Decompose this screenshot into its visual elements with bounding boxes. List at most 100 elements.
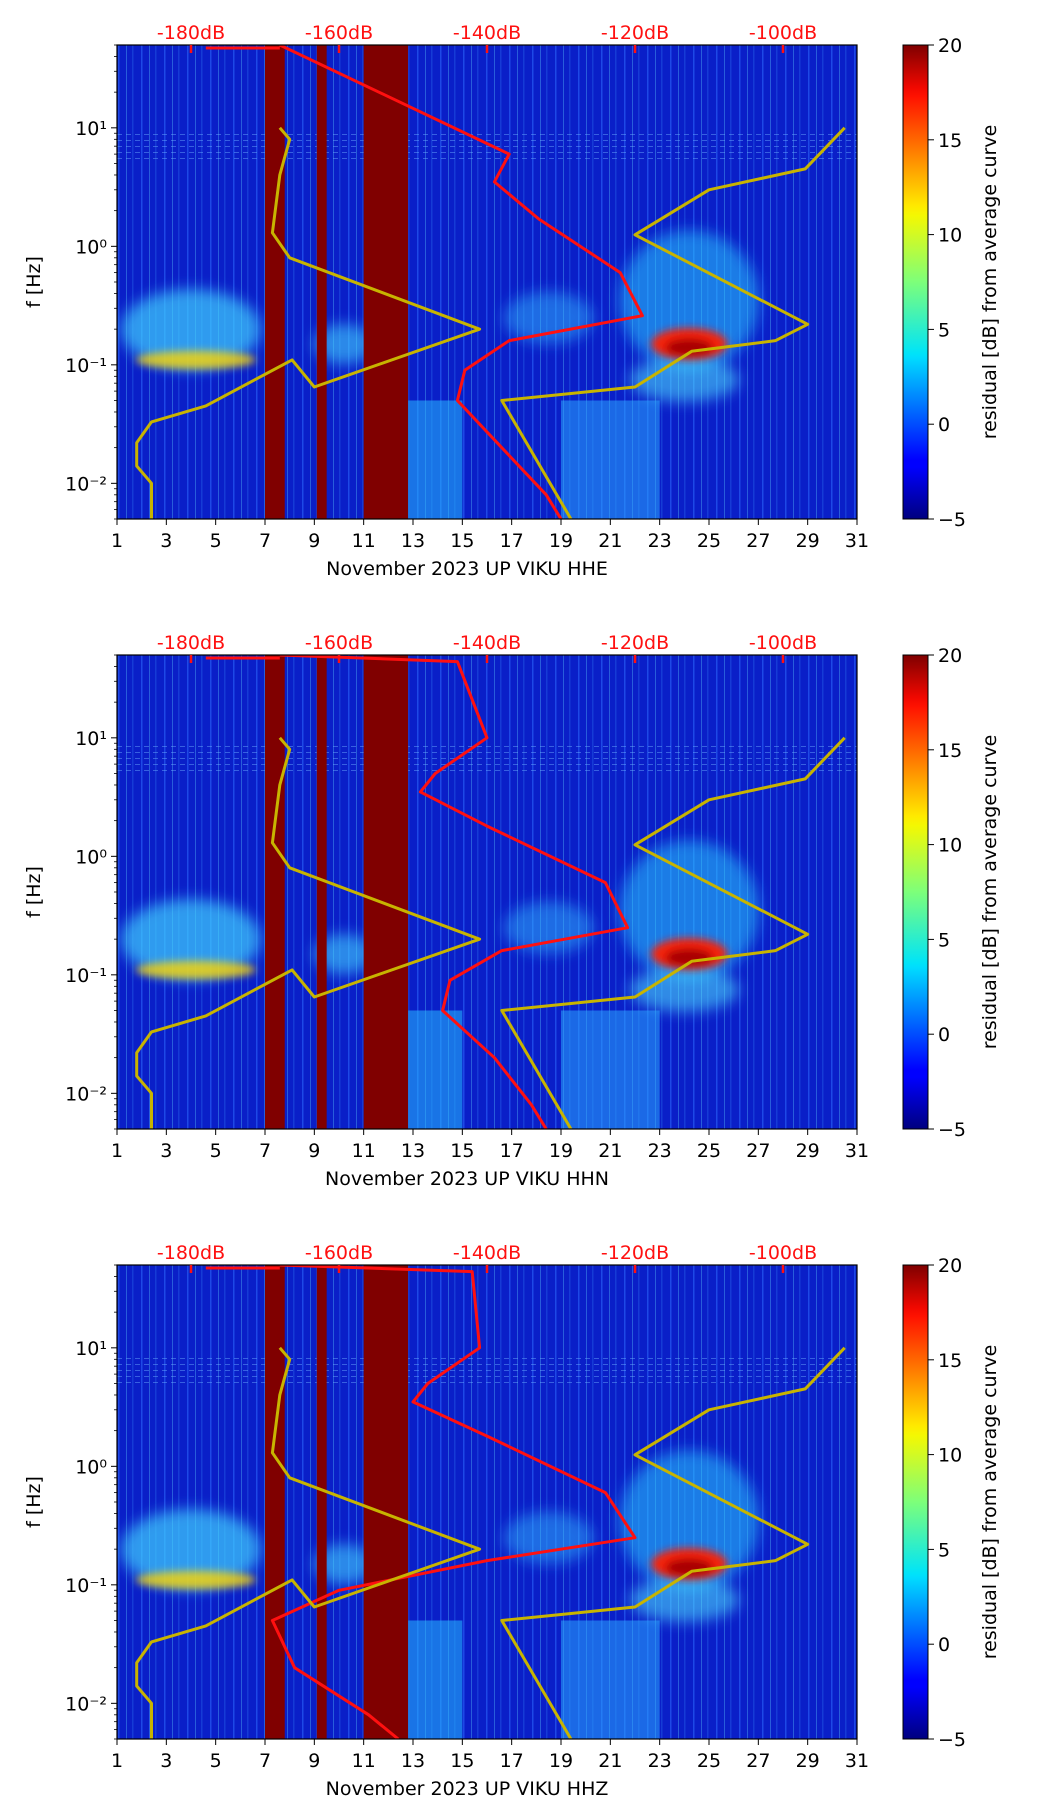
top-axis-label: -160dB xyxy=(305,22,373,44)
hot-band-early xyxy=(135,1570,256,1589)
x-tick-label: 9 xyxy=(308,1750,320,1772)
masked-band xyxy=(265,655,285,1129)
x-tick-label: 11 xyxy=(352,1750,376,1772)
x-tick-label: 19 xyxy=(549,1140,573,1162)
x-tick-label: 15 xyxy=(450,530,474,552)
top-axis-label: -120dB xyxy=(601,632,669,654)
masked-band xyxy=(265,45,285,519)
average-curve-line xyxy=(270,1265,637,1739)
x-tick-label: 5 xyxy=(210,1750,222,1772)
colorbar-label: residual [dB] from average curve xyxy=(979,1345,1001,1660)
microseism-glow xyxy=(121,230,760,402)
lowfreq-noise xyxy=(408,1010,660,1129)
top-axis-label: -100dB xyxy=(749,22,817,44)
x-tick-label: 31 xyxy=(845,1140,869,1162)
y-axis-label: f [Hz] xyxy=(23,866,45,918)
y-tick-label: 10⁰ xyxy=(75,846,107,868)
reference-curve-line xyxy=(500,1346,846,1739)
colorbar-tick-label: 0 xyxy=(938,414,950,436)
y-tick-label: 10⁻¹ xyxy=(65,1575,107,1597)
y-tick-label: 10¹ xyxy=(75,728,107,750)
top-axis-label: -140dB xyxy=(453,632,521,654)
masked-band xyxy=(316,1265,327,1739)
x-tick-label: 11 xyxy=(352,530,376,552)
spectrogram-harmonic-lines xyxy=(117,1353,857,1384)
x-tick-label: 27 xyxy=(746,530,770,552)
x-tick-label: 23 xyxy=(648,530,672,552)
x-tick-label: 7 xyxy=(259,1750,271,1772)
hot-band-early xyxy=(135,350,256,369)
top-axis-label: -160dB xyxy=(305,1242,373,1264)
colorbar-label: residual [dB] from average curve xyxy=(979,125,1001,440)
colorbar xyxy=(902,654,929,1130)
x-axis-label: November 2023 UP VIKU HHN xyxy=(325,1168,609,1190)
x-tick-label: 25 xyxy=(697,1750,721,1772)
masked-band xyxy=(316,655,327,1129)
colorbar-tick-label: 5 xyxy=(938,319,950,341)
reference-curve-line xyxy=(135,1346,482,1739)
top-axis-label: -100dB xyxy=(749,632,817,654)
colorbar-tick-label: 15 xyxy=(938,740,962,762)
masked-band xyxy=(363,1265,409,1739)
lowfreq-block-b xyxy=(561,1620,660,1739)
colorbar-tick-label: 0 xyxy=(938,1634,950,1656)
storm-glow xyxy=(619,1450,760,1591)
colorbar-tick-label: 5 xyxy=(938,929,950,951)
microseism-glow xyxy=(121,840,760,1012)
microseism-glow xyxy=(121,1450,760,1622)
reference-curve-line xyxy=(135,736,482,1129)
lowfreq-noise xyxy=(408,400,660,519)
microseism-band-early xyxy=(121,1509,261,1590)
y-tick-label: 10⁻² xyxy=(65,1083,107,1105)
lowfreq-block-b xyxy=(561,400,660,519)
lowfreq-noise xyxy=(408,1620,660,1739)
y-tick-label: 10¹ xyxy=(75,118,107,140)
y-tick-label: 10⁻² xyxy=(65,1693,107,1715)
lowfreq-block-a xyxy=(408,1010,463,1129)
masked-band xyxy=(316,45,327,519)
microseism-band-mid xyxy=(313,323,374,364)
x-tick-label: 9 xyxy=(308,1140,320,1162)
x-tick-label: 7 xyxy=(259,530,271,552)
colorbar-tick-label: 20 xyxy=(938,645,962,667)
top-axis-label: -180dB xyxy=(157,1242,225,1264)
x-tick-label: 19 xyxy=(549,1750,573,1772)
top-axis-label: -140dB xyxy=(453,1242,521,1264)
colorbar-tick-label: 10 xyxy=(938,225,962,247)
colorbar-tick-label: 10 xyxy=(938,835,962,857)
storm-lowfreq-glow xyxy=(629,1577,740,1622)
x-tick-label: 7 xyxy=(259,1140,271,1162)
y-axis-label: f [Hz] xyxy=(23,1476,45,1528)
microseism-band-late xyxy=(503,901,594,954)
storm-center xyxy=(665,948,714,967)
x-tick-label: 31 xyxy=(845,1750,869,1772)
y-axis-label: f [Hz] xyxy=(23,256,45,308)
x-tick-label: 27 xyxy=(746,1750,770,1772)
x-axis-label: November 2023 UP VIKU HHE xyxy=(326,558,608,580)
x-tick-label: 25 xyxy=(697,530,721,552)
reference-curve-line xyxy=(500,736,846,1129)
top-axis-label: -140dB xyxy=(453,22,521,44)
x-tick-label: 15 xyxy=(450,1140,474,1162)
reference-curve-line xyxy=(135,126,482,519)
colorbar-tick-label: 20 xyxy=(938,35,962,57)
x-axis-label: November 2023 UP VIKU HHZ xyxy=(326,1778,609,1800)
top-axis-label: -180dB xyxy=(157,22,225,44)
top-axis-label: -160dB xyxy=(305,632,373,654)
spectrogram-harmonic-lines xyxy=(117,743,857,774)
x-tick-label: 1 xyxy=(111,1140,123,1162)
storm-lowfreq-glow xyxy=(629,357,740,402)
microseism-hot xyxy=(135,937,728,979)
x-tick-label: 27 xyxy=(746,1140,770,1162)
colorbar-tick-label: 0 xyxy=(938,1024,950,1046)
top-axis-label: -100dB xyxy=(749,1242,817,1264)
reference-curve-line xyxy=(500,126,846,519)
x-tick-label: 5 xyxy=(210,530,222,552)
top-axis-label: -120dB xyxy=(601,1242,669,1264)
x-tick-label: 5 xyxy=(210,1140,222,1162)
lowfreq-block-b xyxy=(561,1010,660,1129)
storm-center xyxy=(665,338,714,357)
colorbar-tick-label: 20 xyxy=(938,1255,962,1277)
